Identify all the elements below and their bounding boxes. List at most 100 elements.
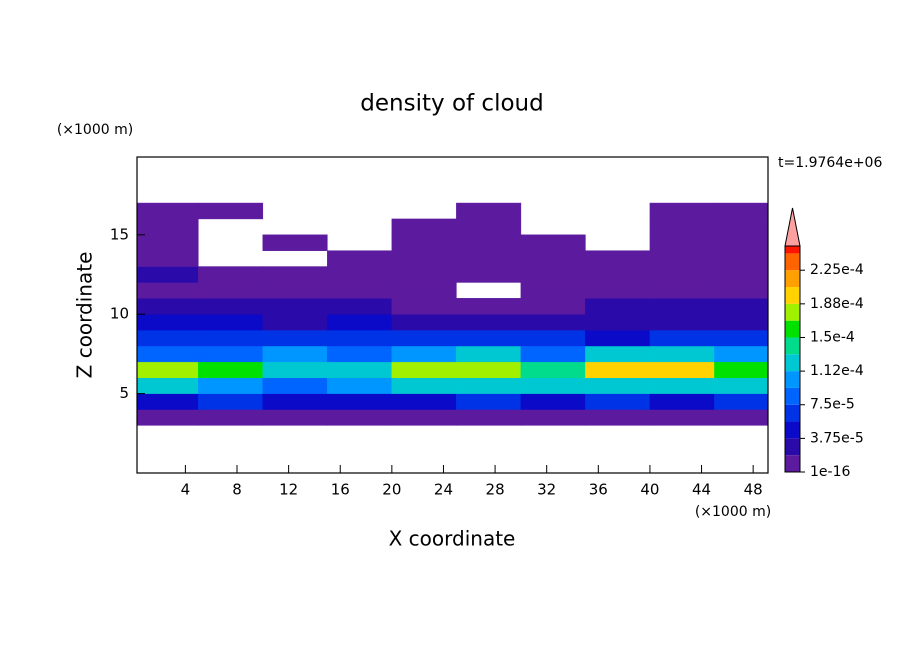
contour-cell bbox=[391, 377, 457, 394]
x-tick-label: 40 bbox=[640, 481, 659, 499]
contour-cell bbox=[136, 250, 199, 267]
contour-cell bbox=[456, 218, 522, 236]
contour-cell bbox=[456, 361, 522, 378]
contour-cell bbox=[649, 313, 715, 331]
colorbar-band bbox=[785, 438, 800, 456]
contour-cell bbox=[262, 329, 328, 347]
contour-cell bbox=[456, 393, 522, 410]
contour-cell bbox=[198, 409, 264, 426]
y-axis-label: Z coordinate bbox=[73, 252, 97, 379]
colorbar-band bbox=[785, 303, 800, 321]
contour-cell bbox=[456, 250, 522, 267]
contour-cell bbox=[714, 250, 769, 267]
contour-cell bbox=[327, 282, 393, 299]
contour-cell bbox=[198, 361, 264, 378]
contour-cell bbox=[262, 298, 328, 315]
contour-cell bbox=[456, 329, 522, 347]
colorbar-tick-label: 3.75e-5 bbox=[810, 430, 864, 446]
contour-cell bbox=[136, 393, 199, 410]
contour-cell bbox=[714, 329, 769, 347]
contour-cell bbox=[327, 361, 393, 378]
contour-cell bbox=[198, 313, 264, 331]
contour-cell bbox=[649, 250, 715, 267]
x-unit: (×1000 m) bbox=[695, 504, 771, 520]
contour-cell bbox=[456, 234, 522, 251]
contour-cell bbox=[262, 361, 328, 378]
contour-cell bbox=[327, 393, 393, 410]
contour-cell bbox=[262, 345, 328, 363]
contour-cell bbox=[327, 266, 393, 283]
contour-cell bbox=[391, 218, 457, 236]
colorbar-band bbox=[785, 354, 800, 372]
contour-cell bbox=[585, 282, 651, 299]
contour-cell bbox=[198, 282, 264, 299]
contour-cell bbox=[649, 234, 715, 251]
contour-cell bbox=[391, 282, 457, 299]
contour-cell bbox=[327, 250, 393, 267]
contour-cell bbox=[520, 298, 586, 315]
contour-cell bbox=[327, 345, 393, 363]
x-tick-label: 32 bbox=[537, 481, 556, 499]
contour-cell bbox=[136, 345, 199, 363]
contour-cell bbox=[456, 313, 522, 331]
contour-cell bbox=[262, 393, 328, 410]
contour-cell bbox=[456, 298, 522, 315]
contour-cell bbox=[520, 234, 586, 251]
contour-cell bbox=[391, 298, 457, 315]
x-tick-label: 28 bbox=[486, 481, 505, 499]
x-tick-label: 36 bbox=[589, 481, 608, 499]
x-tick-label: 20 bbox=[382, 481, 401, 499]
contour-cell bbox=[456, 409, 522, 426]
contour-cell bbox=[520, 377, 586, 394]
contour-cell bbox=[327, 329, 393, 347]
colorbar-band bbox=[785, 337, 800, 355]
colorbar-tick-label: 1.5e-4 bbox=[810, 329, 855, 345]
contour-cell bbox=[714, 393, 769, 410]
contour-cell bbox=[714, 409, 769, 426]
colorbar-tick-label: 1.88e-4 bbox=[810, 296, 864, 312]
contour-cell bbox=[649, 409, 715, 426]
contour-cell bbox=[198, 377, 264, 394]
contour-cell bbox=[585, 345, 651, 363]
x-tick-label: 16 bbox=[331, 481, 350, 499]
contour-cell bbox=[198, 266, 264, 283]
contour-cell bbox=[262, 234, 328, 251]
contour-cell bbox=[391, 250, 457, 267]
contour-cell bbox=[391, 266, 457, 283]
contour-cell bbox=[327, 298, 393, 315]
contour-cell bbox=[714, 298, 769, 315]
colorbar-frame bbox=[784, 245, 801, 473]
colorbar-band bbox=[785, 320, 800, 338]
contour-cell bbox=[136, 298, 199, 315]
contour-cell bbox=[327, 377, 393, 394]
contour-cell bbox=[136, 234, 199, 251]
y-unit: (×1000 m) bbox=[57, 122, 133, 138]
contour-cell bbox=[456, 345, 522, 363]
contour-cell bbox=[136, 218, 199, 236]
contour-cell bbox=[262, 409, 328, 426]
contour-cell bbox=[585, 266, 651, 283]
y-tick-label: 15 bbox=[110, 225, 129, 243]
contour-cell bbox=[520, 345, 586, 363]
contour-cell bbox=[714, 234, 769, 251]
x-tick-label: 8 bbox=[232, 481, 242, 499]
contour-cell bbox=[585, 361, 651, 378]
contour-cell bbox=[391, 409, 457, 426]
x-tick-label: 4 bbox=[181, 481, 191, 499]
contour-cell bbox=[136, 377, 199, 394]
contour-cell bbox=[585, 298, 651, 315]
colorbar-band bbox=[785, 387, 800, 405]
contour-cell bbox=[262, 377, 328, 394]
colorbar-band bbox=[785, 270, 800, 288]
contour-cell bbox=[649, 377, 715, 394]
x-tick-label: 48 bbox=[744, 481, 763, 499]
y-tick-label: 5 bbox=[119, 384, 129, 402]
y-tick-label: 10 bbox=[110, 305, 129, 323]
contour-cell bbox=[136, 313, 199, 331]
colorbar-tick-label: 1e-16 bbox=[810, 464, 850, 480]
contour-cell bbox=[714, 377, 769, 394]
contour-cell bbox=[520, 329, 586, 347]
contour-cell bbox=[714, 282, 769, 299]
colorbar-band bbox=[785, 455, 800, 472]
colorbar-band bbox=[785, 253, 800, 271]
